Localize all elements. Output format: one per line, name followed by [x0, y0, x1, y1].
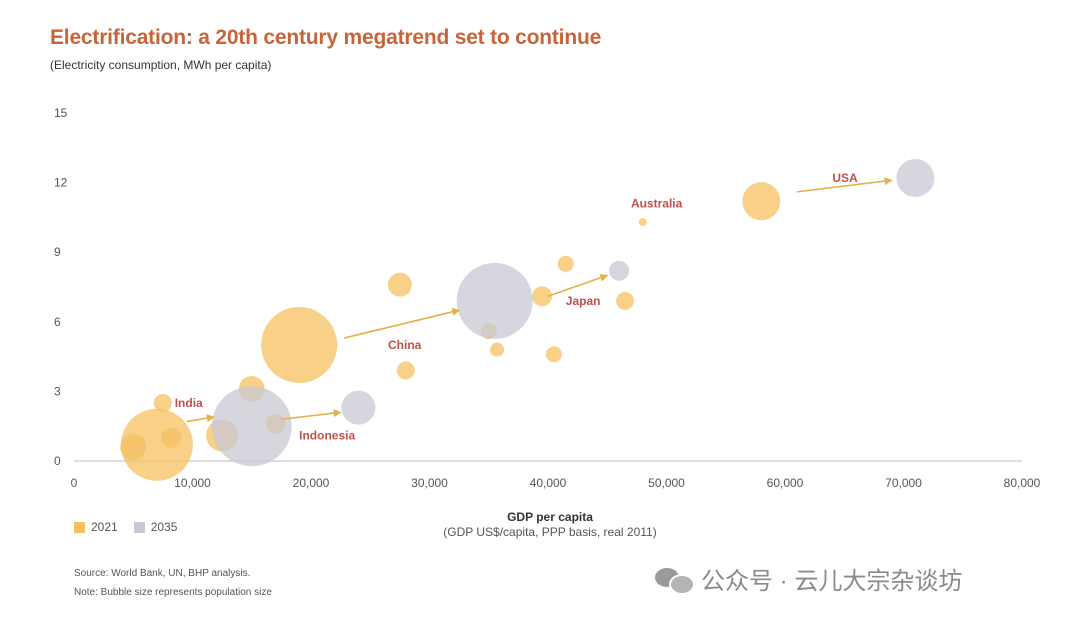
- x-tick-label: 0: [71, 476, 78, 490]
- y-tick-label: 9: [54, 245, 61, 259]
- bubble-2021: [545, 346, 562, 363]
- y-tick-label: 3: [54, 384, 61, 398]
- x-axis-subtitle: (GDP US$/capita, PPP basis, real 2011): [443, 525, 657, 539]
- bubble-2035: [456, 262, 533, 339]
- growth-arrow: [186, 414, 215, 423]
- legend-item-2035: 2035: [133, 520, 178, 534]
- arrows-layer: [186, 177, 893, 423]
- chart-title: Electrification: a 20th century megatren…: [50, 26, 602, 49]
- bubble-2035: [609, 260, 630, 281]
- growth-arrow: [547, 273, 609, 298]
- x-tick-label: 20,000: [293, 476, 330, 490]
- y-tick-label: 6: [54, 315, 61, 329]
- wechat-icon: [655, 566, 695, 595]
- source-note: Source: World Bank, UN, BHP analysis.: [74, 568, 251, 579]
- legend-label-2021: 2021: [91, 520, 118, 534]
- growth-arrow: [343, 307, 461, 339]
- x-tick-label: 10,000: [174, 476, 211, 490]
- legend-swatch-2021: [74, 521, 85, 533]
- bubble-2021: [557, 255, 574, 272]
- bubble-2021: [120, 434, 147, 461]
- bubble-2035: [341, 390, 376, 425]
- population-note: Note: Bubble size represents population …: [74, 587, 272, 598]
- bubble-2021: [161, 427, 182, 448]
- bubble-2021: [742, 182, 781, 221]
- country-label-china: China: [388, 338, 422, 352]
- y-tick-label: 0: [54, 454, 61, 468]
- country-label-indonesia: Indonesia: [299, 428, 355, 442]
- x-axis-title: GDP per capita: [507, 510, 593, 524]
- legend-item-2021: 2021: [74, 520, 118, 534]
- x-tick-label: 80,000: [1004, 476, 1041, 490]
- bubble-2021: [616, 291, 635, 310]
- axes: 0 10,000 20,000 30,000 40,000 50,000 60,000 70,…: [54, 106, 1041, 490]
- chart-subtitle: (Electricity consumption, MWh per capita…: [50, 58, 272, 72]
- x-tick-label: 60,000: [767, 476, 804, 490]
- bubble-2021: [387, 272, 412, 297]
- bubble-2021: [490, 342, 505, 357]
- watermark-text: 公众号 · 云儿大宗杂谈坊: [701, 568, 963, 595]
- annotation-labels: India Indonesia China Japan Australia USA: [175, 171, 858, 443]
- growth-arrow: [281, 409, 342, 421]
- bubble-2021: [120, 408, 193, 481]
- y-tick-label: 15: [54, 106, 68, 120]
- bubble-2035: [211, 386, 292, 467]
- bubble-2021: [532, 286, 553, 307]
- x-tick-label: 30,000: [411, 476, 448, 490]
- legend: 2021 2035: [74, 520, 193, 534]
- bubble-2035: [896, 158, 935, 197]
- x-tick-label: 70,000: [885, 476, 922, 490]
- watermark: 公众号 · 云儿大宗杂谈坊: [655, 561, 962, 596]
- bubbles-layer: [120, 158, 935, 481]
- legend-label-2035: 2035: [150, 520, 178, 534]
- legend-swatch-2035: [133, 521, 145, 533]
- bubble-2021: [153, 394, 172, 412]
- bubble-2021: [638, 218, 647, 227]
- country-label-india: India: [175, 396, 203, 410]
- bubble-2021: [261, 307, 338, 383]
- growth-arrow: [796, 177, 893, 193]
- y-tick-label: 12: [54, 176, 68, 190]
- x-tick-label: 40,000: [530, 476, 567, 490]
- country-label-usa: USA: [832, 171, 858, 185]
- country-label-japan: Japan: [566, 294, 601, 308]
- bubble-2021: [396, 361, 415, 380]
- country-label-australia: Australia: [631, 196, 683, 210]
- x-tick-label: 50,000: [648, 476, 685, 490]
